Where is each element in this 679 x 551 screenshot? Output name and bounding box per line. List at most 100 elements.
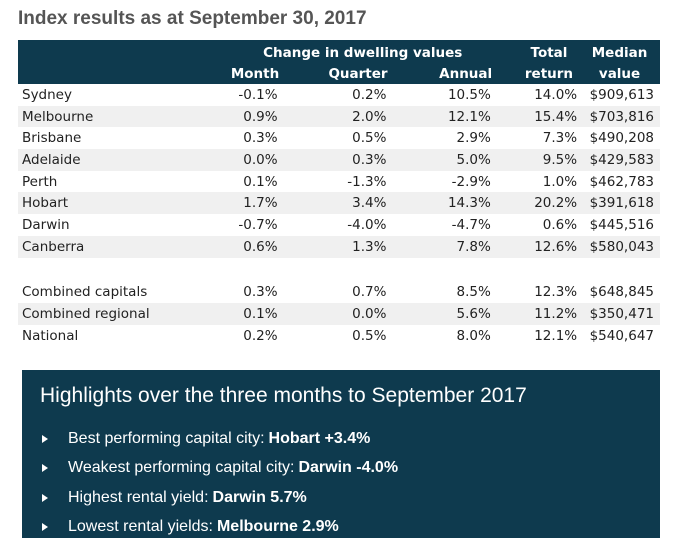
index-results-table: Change in dwelling values Total Median M…: [18, 40, 660, 347]
cell-median-value: $580,043: [579, 235, 660, 258]
cell-annual: 7.8%: [412, 235, 519, 258]
cell-quarter: 0.3%: [303, 149, 413, 171]
cell-region: Combined capitals: [22, 284, 148, 301]
header-annual: Annual: [439, 65, 493, 82]
cell-region: Perth: [22, 173, 58, 190]
table-row: Combined regional 0.1% 0.0% 5.6% 11.2% $350,4…: [18, 303, 660, 325]
cell-median-value: $540,647: [589, 327, 654, 344]
table-row: Hobart 1.7% 3.4% 14.3% 20.2% $391,618: [18, 192, 660, 215]
highlight-item: Highest rental yield: Darwin 5.7%: [40, 483, 398, 513]
cell-total-return: 15.4%: [518, 105, 580, 128]
header-blank: [18, 40, 207, 63]
cell-region: Sydney: [22, 86, 72, 103]
highlight-value: Hobart +3.4%: [268, 429, 371, 447]
highlight-label: Lowest rental yields:: [68, 518, 213, 536]
cell-annual: 8.5%: [456, 284, 491, 301]
highlight-value: Darwin -4.0%: [298, 459, 399, 477]
triangle-bullet-icon: [42, 434, 48, 443]
cell-quarter: 3.4%: [303, 192, 413, 215]
page-title: Index results as at September 30, 2017: [18, 8, 367, 29]
cell-quarter: 0.2%: [352, 86, 387, 103]
highlight-value: Darwin 5.7%: [212, 488, 307, 506]
highlight-item: Best performing capital city: Hobart +3.4…: [40, 424, 398, 454]
triangle-bullet-icon: [42, 464, 48, 473]
cell-total-return: 14.0%: [534, 86, 578, 103]
table-row: Combined capitals 0.3% 0.7% 8.5% 12.3% $648,8…: [18, 282, 660, 304]
cell-median-value: $445,516: [589, 216, 654, 233]
cell-annual: 12.1%: [412, 105, 519, 128]
cell-region: Canberra: [18, 235, 207, 258]
cell-total-return: 12.3%: [534, 284, 578, 301]
cell-median-value: $350,471: [579, 303, 660, 325]
cell-annual: -2.9%: [451, 173, 491, 190]
cell-median-value: $391,618: [579, 192, 660, 215]
cell-annual: 5.6%: [412, 303, 519, 325]
cell-median-value: $703,816: [579, 105, 660, 128]
cell-region: Adelaide: [18, 149, 207, 171]
table-spacer: [18, 258, 660, 282]
cell-annual: 14.3%: [412, 192, 519, 215]
cell-region: Combined regional: [18, 303, 207, 325]
highlight-label: Highest rental yield:: [68, 488, 209, 506]
table-row: Canberra 0.6% 1.3% 7.8% 12.6% $580,043: [18, 235, 660, 258]
header-group-change: Change in dwelling values: [263, 44, 463, 61]
cell-region: National: [22, 327, 79, 344]
triangle-bullet-icon: [42, 523, 48, 532]
cell-quarter: 0.0%: [303, 303, 413, 325]
header-total-bottom: return: [524, 65, 574, 82]
cell-total-return: 11.2%: [518, 303, 580, 325]
cell-median-value: $429,583: [579, 149, 660, 171]
table-header-row-1: Change in dwelling values Total Median: [18, 40, 660, 63]
table-row: Perth 0.1% -1.3% -2.9% 1.0% $462,783: [18, 171, 660, 193]
cell-month: 0.3%: [243, 284, 278, 301]
cell-median-value: $462,783: [589, 173, 654, 190]
cell-quarter: 0.7%: [352, 284, 387, 301]
table-body: Sydney -0.1% 0.2% 10.5% 14.0% $909,613 Melbour…: [18, 84, 660, 258]
table-row: Melbourne 0.9% 2.0% 12.1% 15.4% $703,816: [18, 105, 660, 128]
cell-total-return: 9.5%: [518, 149, 580, 171]
cell-month: 0.1%: [243, 173, 278, 190]
table-row: National 0.2% 0.5% 8.0% 12.1% $540,647: [18, 325, 660, 347]
cell-annual: 10.5%: [447, 86, 491, 103]
cell-quarter: -4.0%: [347, 216, 387, 233]
cell-quarter: -1.3%: [347, 173, 387, 190]
cell-annual: 2.9%: [456, 130, 491, 147]
cell-quarter: 1.3%: [303, 235, 413, 258]
table-row: Brisbane 0.3% 0.5% 2.9% 7.3% $490,208: [18, 127, 660, 149]
highlight-value: Melbourne 2.9%: [216, 518, 339, 536]
highlight-item: Weakest performing capital city: Darwin -…: [40, 454, 398, 484]
cell-region: Darwin: [22, 216, 70, 233]
cell-region: Hobart: [18, 192, 207, 215]
cell-total-return: 1.0%: [542, 173, 578, 190]
cell-median-value: $490,208: [589, 130, 654, 147]
header-blank: [18, 63, 207, 84]
highlights-title: Highlights over the three months to Sept…: [40, 384, 527, 407]
triangle-bullet-icon: [42, 493, 48, 502]
cell-region: Brisbane: [22, 130, 82, 147]
highlight-item: Lowest rental yields: Melbourne 2.9%: [40, 513, 398, 543]
highlights-box: Highlights over the three months to Sept…: [22, 370, 660, 538]
cell-median-value: $648,845: [589, 284, 654, 301]
cell-month: 0.0%: [206, 149, 304, 171]
cell-total-return: 12.6%: [518, 235, 580, 258]
cell-quarter: 0.5%: [352, 130, 387, 147]
table-summary-body: Combined capitals 0.3% 0.7% 8.5% 12.3% $648,8…: [18, 282, 660, 347]
cell-month: 0.1%: [206, 303, 304, 325]
header-median-bottom: value: [598, 65, 641, 82]
table-row: Darwin -0.7% -4.0% -4.7% 0.6% $445,516: [18, 214, 660, 236]
cell-month: 0.9%: [206, 105, 304, 128]
cell-quarter: 0.5%: [352, 327, 387, 344]
cell-month: 0.2%: [243, 327, 278, 344]
table-header-row-2: Month Quarter Annual return value: [18, 63, 660, 84]
cell-month: -0.1%: [238, 86, 278, 103]
cell-total-return: 7.3%: [542, 130, 578, 147]
cell-annual: -4.7%: [451, 216, 491, 233]
header-total-top: Total: [530, 44, 568, 61]
highlight-label: Best performing capital city:: [68, 429, 265, 447]
cell-quarter: 2.0%: [303, 105, 413, 128]
table-row: Adelaide 0.0% 0.3% 5.0% 9.5% $429,583: [18, 149, 660, 171]
cell-region: Melbourne: [18, 105, 207, 128]
cell-month: -0.7%: [238, 216, 278, 233]
cell-total-return: 0.6%: [542, 216, 578, 233]
header-month: Month: [230, 65, 280, 82]
